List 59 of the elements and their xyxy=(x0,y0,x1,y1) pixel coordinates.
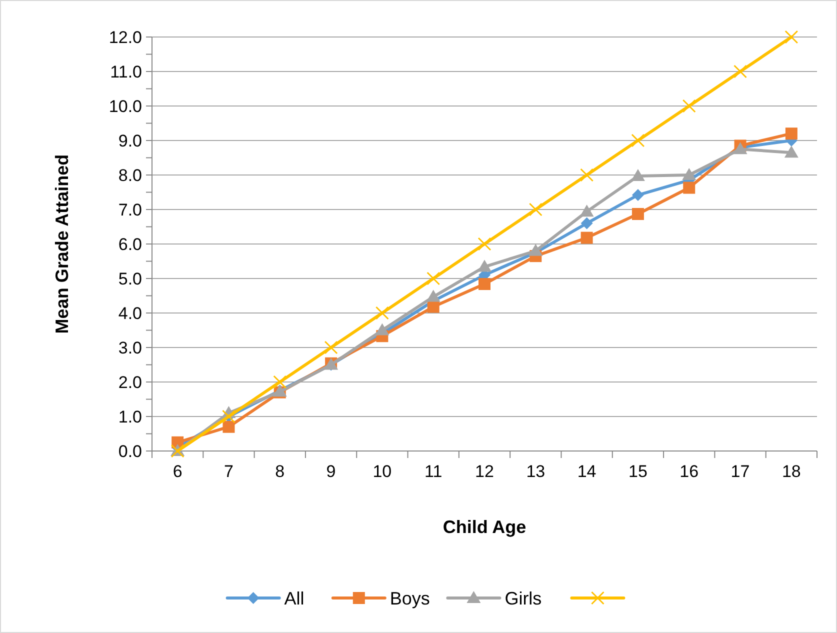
y-tick-label: 0.0 xyxy=(118,442,142,461)
point xyxy=(784,30,798,44)
y-tick-label: 9.0 xyxy=(118,131,142,150)
point xyxy=(375,323,390,336)
point xyxy=(631,134,645,148)
x-tick-label: 7 xyxy=(224,462,234,481)
legend-label: Boys xyxy=(390,588,430,608)
point xyxy=(426,272,440,286)
y-tick-label: 2.0 xyxy=(118,372,142,392)
point xyxy=(478,237,492,251)
legend-label: Girls xyxy=(504,588,542,608)
y-tick-label: 6.0 xyxy=(118,234,142,254)
point xyxy=(683,182,696,194)
x-tick-label: 6 xyxy=(172,462,182,481)
y-tick-label: 5.0 xyxy=(118,269,142,288)
point xyxy=(784,146,798,158)
x-tick-label: 14 xyxy=(577,462,596,481)
point xyxy=(273,375,287,389)
y-tick-label: 1.0 xyxy=(118,407,142,426)
x-tick-label: 12 xyxy=(475,462,494,481)
point xyxy=(734,64,748,78)
point xyxy=(375,306,389,320)
y-tick-label: 4.0 xyxy=(118,304,142,323)
x-tick-label: 8 xyxy=(275,462,285,481)
y-tick-label: 10.0 xyxy=(108,96,142,116)
point xyxy=(222,420,235,433)
y-tick-label: 11.0 xyxy=(110,62,142,82)
point xyxy=(528,244,543,256)
x-tick-label: 17 xyxy=(730,462,750,481)
point xyxy=(632,189,644,202)
point xyxy=(785,128,798,140)
point xyxy=(478,278,490,290)
x-tick-label: 13 xyxy=(526,462,546,481)
legend-label: All xyxy=(284,588,304,608)
y-tick-label: 8.0 xyxy=(118,166,142,185)
point xyxy=(324,340,338,354)
point xyxy=(630,169,645,182)
x-axis-title: Child Age xyxy=(442,517,526,537)
y-tick-label: 7.0 xyxy=(118,200,142,220)
point xyxy=(426,290,440,302)
x-tick-label: 15 xyxy=(628,462,648,481)
y-tick-label: 12.0 xyxy=(108,28,142,47)
point xyxy=(478,260,492,272)
x-tick-label: 9 xyxy=(326,462,336,481)
point xyxy=(682,99,696,113)
point xyxy=(580,217,593,230)
y-tick-label: 3.0 xyxy=(118,338,142,358)
point xyxy=(528,202,542,216)
point xyxy=(580,168,594,182)
x-tick-label: 11 xyxy=(424,462,442,481)
x-tick-label: 18 xyxy=(782,462,801,481)
x-tick-label: 16 xyxy=(680,462,699,481)
point xyxy=(580,232,593,244)
y-axis-title: Mean Grade Attained xyxy=(52,154,72,334)
point xyxy=(682,168,696,180)
point xyxy=(427,300,440,313)
point xyxy=(632,208,644,220)
x-tick-label: 10 xyxy=(372,462,392,481)
point xyxy=(580,204,594,217)
